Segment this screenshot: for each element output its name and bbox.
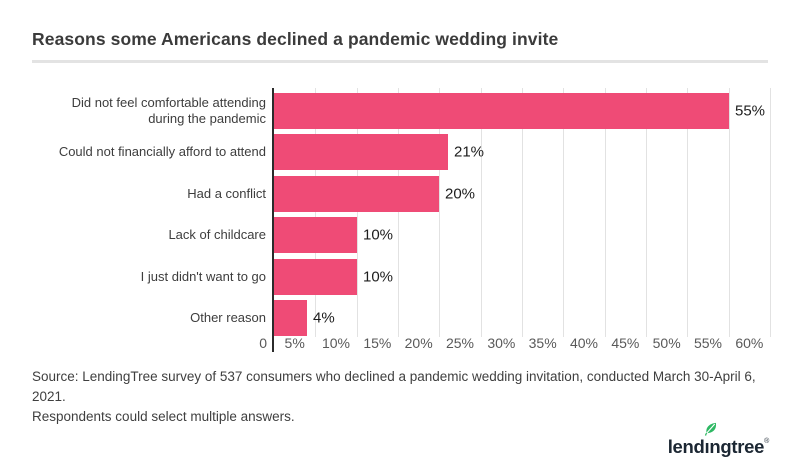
- title-divider: [32, 60, 768, 63]
- x-axis-label: 35%: [528, 335, 557, 351]
- registered-trademark: ®: [764, 438, 769, 445]
- x-axis-label: 30%: [487, 335, 516, 351]
- logo-text-lend: lend: [667, 436, 705, 457]
- value-label: 4%: [313, 309, 335, 327]
- category-label: Had a conflict: [187, 186, 266, 201]
- gridline: [481, 88, 482, 337]
- gridline: [729, 88, 730, 337]
- gridline: [315, 88, 316, 337]
- x-axis-label: 55%: [693, 335, 723, 351]
- x-axis-label: 60%: [735, 335, 764, 351]
- gridline: [398, 88, 399, 337]
- logo-text-ngtree: ngtree: [709, 436, 765, 457]
- value-label: 20%: [445, 185, 476, 203]
- category-label: Did not feel comfortable attending durin…: [71, 95, 266, 126]
- x-axis-label: 0: [259, 335, 267, 351]
- value-label: 21%: [454, 143, 485, 161]
- gridline: [522, 88, 523, 337]
- gridline: [770, 88, 771, 337]
- bar: [274, 300, 307, 336]
- gridline: [646, 88, 647, 337]
- source-note: Source: LendingTree survey of 537 consum…: [32, 367, 768, 427]
- x-axis-label: 15%: [363, 335, 392, 351]
- bar: [274, 176, 439, 212]
- value-label: 55%: [735, 102, 766, 120]
- x-axis-label: 50%: [652, 335, 681, 351]
- source-line-2: Respondents could select multiple answer…: [32, 409, 295, 424]
- lendingtree-logo: lendıngtree®: [667, 422, 769, 458]
- x-axis-label: 45%: [611, 335, 640, 351]
- bar: [274, 259, 357, 295]
- x-axis-label: 5%: [284, 335, 305, 351]
- bar-chart: Did not feel comfortable attending durin…: [32, 88, 772, 352]
- bar: [274, 217, 357, 253]
- x-axis-label: 20%: [404, 335, 433, 351]
- chart-title: Reasons some Americans declined a pandem…: [32, 29, 559, 49]
- gridline: [605, 88, 606, 337]
- category-label: Other reason: [190, 310, 266, 325]
- value-label: 10%: [363, 226, 394, 244]
- bar: [274, 93, 729, 129]
- gridline: [687, 88, 688, 337]
- x-axis-label: 25%: [445, 335, 475, 351]
- leaf-icon: [704, 422, 716, 436]
- logo-text-i: ı: [704, 436, 710, 457]
- x-axis-label: 10%: [321, 335, 351, 351]
- category-label: Lack of childcare: [168, 227, 266, 242]
- gridline: [357, 88, 358, 337]
- x-axis-label: 40%: [569, 335, 599, 351]
- y-axis-line: [272, 88, 274, 352]
- gridline: [563, 88, 564, 337]
- value-label: 10%: [363, 268, 394, 286]
- category-label: Could not financially afford to attend: [58, 144, 266, 159]
- gridline: [439, 88, 440, 337]
- source-line-1: Source: LendingTree survey of 537 consum…: [32, 369, 756, 404]
- category-label: I just didn't want to go: [140, 269, 266, 284]
- bar: [274, 134, 448, 170]
